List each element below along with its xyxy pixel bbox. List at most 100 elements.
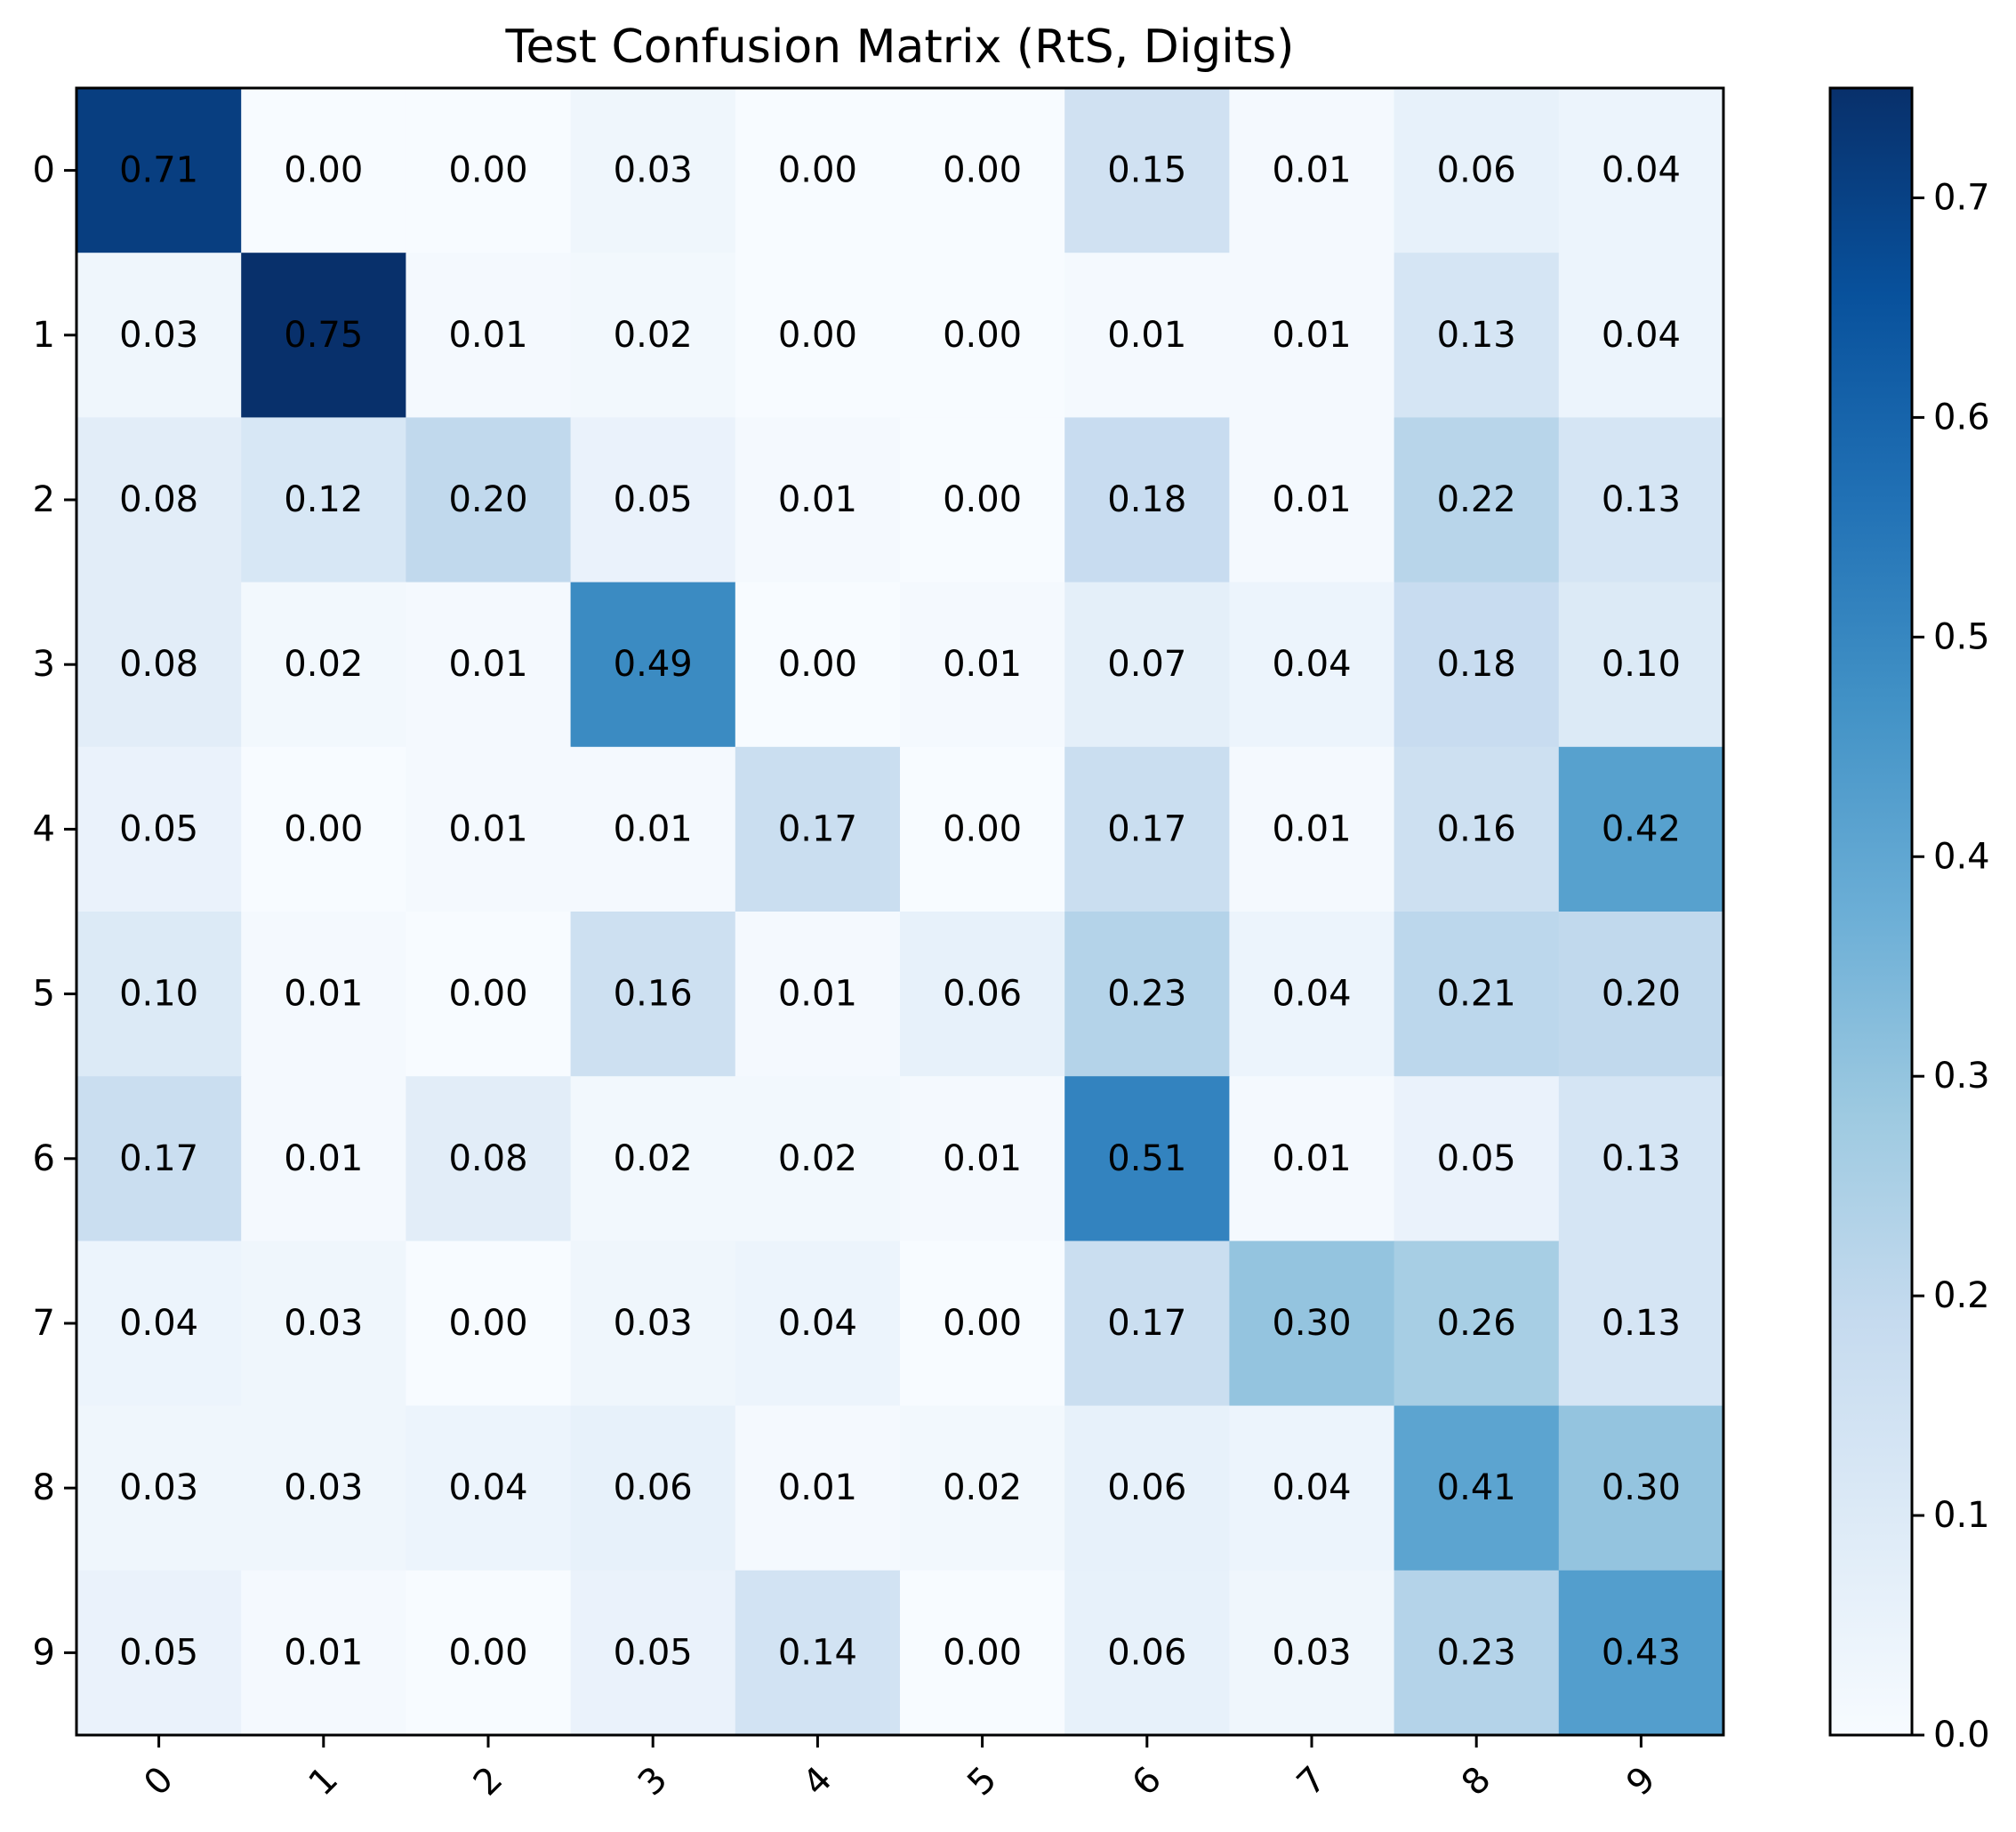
heatmap-cell bbox=[570, 1405, 736, 1571]
heatmap-cell bbox=[735, 582, 901, 748]
heatmap-cell bbox=[735, 88, 901, 253]
heatmap-cell bbox=[406, 582, 572, 748]
cell-value-label: 0.01 bbox=[778, 974, 857, 1015]
heatmap-cell bbox=[241, 912, 406, 1077]
heatmap-cell bbox=[1064, 746, 1230, 912]
cell-value-label: 0.00 bbox=[943, 808, 1022, 849]
heatmap-cell bbox=[1394, 582, 1560, 748]
cell-value-label: 0.00 bbox=[778, 315, 857, 356]
heatmap-cell bbox=[1558, 582, 1724, 748]
heatmap-cell bbox=[76, 1405, 242, 1571]
cell-value-label: 0.00 bbox=[943, 315, 1022, 356]
cell-value-label: 0.00 bbox=[943, 1303, 1022, 1344]
heatmap-cell bbox=[76, 582, 242, 748]
heatmap-cell bbox=[900, 88, 1065, 253]
heatmap-cell bbox=[570, 1076, 736, 1241]
heatmap-cell bbox=[76, 1241, 242, 1407]
cell-value-label: 0.04 bbox=[448, 1467, 527, 1508]
colorbar bbox=[1830, 88, 1912, 1735]
cell-value-label: 0.03 bbox=[614, 1303, 693, 1344]
x-tick-label: 6 bbox=[1125, 1759, 1170, 1804]
heatmap-cell bbox=[241, 1570, 406, 1736]
heatmap-cell bbox=[1394, 1570, 1560, 1736]
heatmap-cell bbox=[900, 912, 1065, 1077]
heatmap-cell bbox=[1064, 1570, 1230, 1736]
heatmap-cell bbox=[735, 1076, 901, 1241]
y-tick-label: 3 bbox=[33, 644, 55, 685]
colorbar-tick-label: 0.2 bbox=[1933, 1275, 1990, 1316]
cell-value-label: 0.23 bbox=[1107, 974, 1186, 1015]
cell-value-label: 0.00 bbox=[448, 150, 527, 191]
cell-value-label: 0.01 bbox=[448, 644, 527, 685]
cell-value-label: 0.05 bbox=[1437, 1138, 1516, 1179]
heatmap-cell bbox=[1558, 1241, 1724, 1407]
heatmap-cell bbox=[900, 746, 1065, 912]
cell-value-label: 0.04 bbox=[778, 1303, 857, 1344]
heatmap-cell bbox=[1064, 1241, 1230, 1407]
cell-value-label: 0.03 bbox=[119, 1467, 198, 1508]
heatmap-cell bbox=[76, 88, 242, 253]
cell-value-label: 0.06 bbox=[1107, 1467, 1186, 1508]
cell-value-label: 0.00 bbox=[448, 974, 527, 1015]
heatmap-cell bbox=[1064, 417, 1230, 583]
cell-value-label: 0.00 bbox=[448, 1303, 527, 1344]
colorbar-tick-label: 0.6 bbox=[1933, 397, 1990, 438]
heatmap-cell bbox=[570, 582, 736, 748]
heatmap-cell bbox=[406, 417, 572, 583]
cell-value-label: 0.01 bbox=[284, 1632, 363, 1673]
cell-value-label: 0.22 bbox=[1437, 479, 1516, 520]
cell-value-label: 0.04 bbox=[1602, 150, 1681, 191]
cell-value-label: 0.02 bbox=[778, 1138, 857, 1179]
cell-value-label: 0.26 bbox=[1437, 1303, 1516, 1344]
cell-value-label: 0.30 bbox=[1602, 1467, 1681, 1508]
cell-value-label: 0.08 bbox=[448, 1138, 527, 1179]
heatmap-cell bbox=[1558, 1405, 1724, 1571]
heatmap-cell bbox=[1064, 582, 1230, 748]
cell-value-label: 0.41 bbox=[1437, 1467, 1516, 1508]
cell-value-label: 0.02 bbox=[614, 315, 693, 356]
cell-value-label: 0.03 bbox=[284, 1467, 363, 1508]
cell-value-label: 0.00 bbox=[778, 644, 857, 685]
cell-value-label: 0.18 bbox=[1107, 479, 1186, 520]
cell-value-label: 0.16 bbox=[1437, 808, 1516, 849]
heatmap-cell bbox=[76, 912, 242, 1077]
cell-value-label: 0.01 bbox=[1272, 315, 1351, 356]
heatmap-cell bbox=[900, 417, 1065, 583]
heatmap-cell bbox=[406, 1405, 572, 1571]
cell-value-label: 0.17 bbox=[778, 808, 857, 849]
x-tick-label: 1 bbox=[301, 1759, 347, 1804]
cell-value-label: 0.04 bbox=[119, 1303, 198, 1344]
cell-value-label: 0.23 bbox=[1437, 1632, 1516, 1673]
heatmap-cell bbox=[241, 88, 406, 253]
cell-value-label: 0.10 bbox=[119, 974, 198, 1015]
y-tick-label: 1 bbox=[33, 315, 55, 356]
heatmap-cell bbox=[1394, 417, 1560, 583]
heatmap-cell bbox=[570, 417, 736, 583]
cell-value-label: 0.01 bbox=[448, 808, 527, 849]
cell-value-label: 0.00 bbox=[943, 479, 1022, 520]
heatmap-cell bbox=[1064, 1076, 1230, 1241]
heatmap-cell bbox=[1394, 746, 1560, 912]
heatmap-cell bbox=[900, 253, 1065, 418]
heatmap-cell bbox=[406, 253, 572, 418]
cell-value-label: 0.14 bbox=[778, 1632, 857, 1673]
y-tick-label: 2 bbox=[33, 479, 55, 520]
cell-value-label: 0.01 bbox=[284, 974, 363, 1015]
heatmap-cells bbox=[76, 88, 1724, 1736]
cell-value-label: 0.04 bbox=[1602, 315, 1681, 356]
heatmap-cell bbox=[241, 253, 406, 418]
cell-value-label: 0.75 bbox=[284, 315, 363, 356]
cell-value-label: 0.00 bbox=[943, 1632, 1022, 1673]
cell-value-label: 0.01 bbox=[778, 1467, 857, 1508]
cell-value-label: 0.03 bbox=[1272, 1632, 1351, 1673]
heatmap-cell bbox=[735, 417, 901, 583]
heatmap-cell bbox=[76, 253, 242, 418]
heatmap-cell bbox=[406, 1570, 572, 1736]
y-tick-label: 4 bbox=[33, 808, 55, 849]
heatmap-cell bbox=[1229, 582, 1395, 748]
heatmap-cell bbox=[1558, 417, 1724, 583]
heatmap-cell bbox=[1558, 1076, 1724, 1241]
y-tick-label: 9 bbox=[33, 1632, 55, 1673]
cell-value-label: 0.20 bbox=[448, 479, 527, 520]
heatmap-cell bbox=[406, 746, 572, 912]
